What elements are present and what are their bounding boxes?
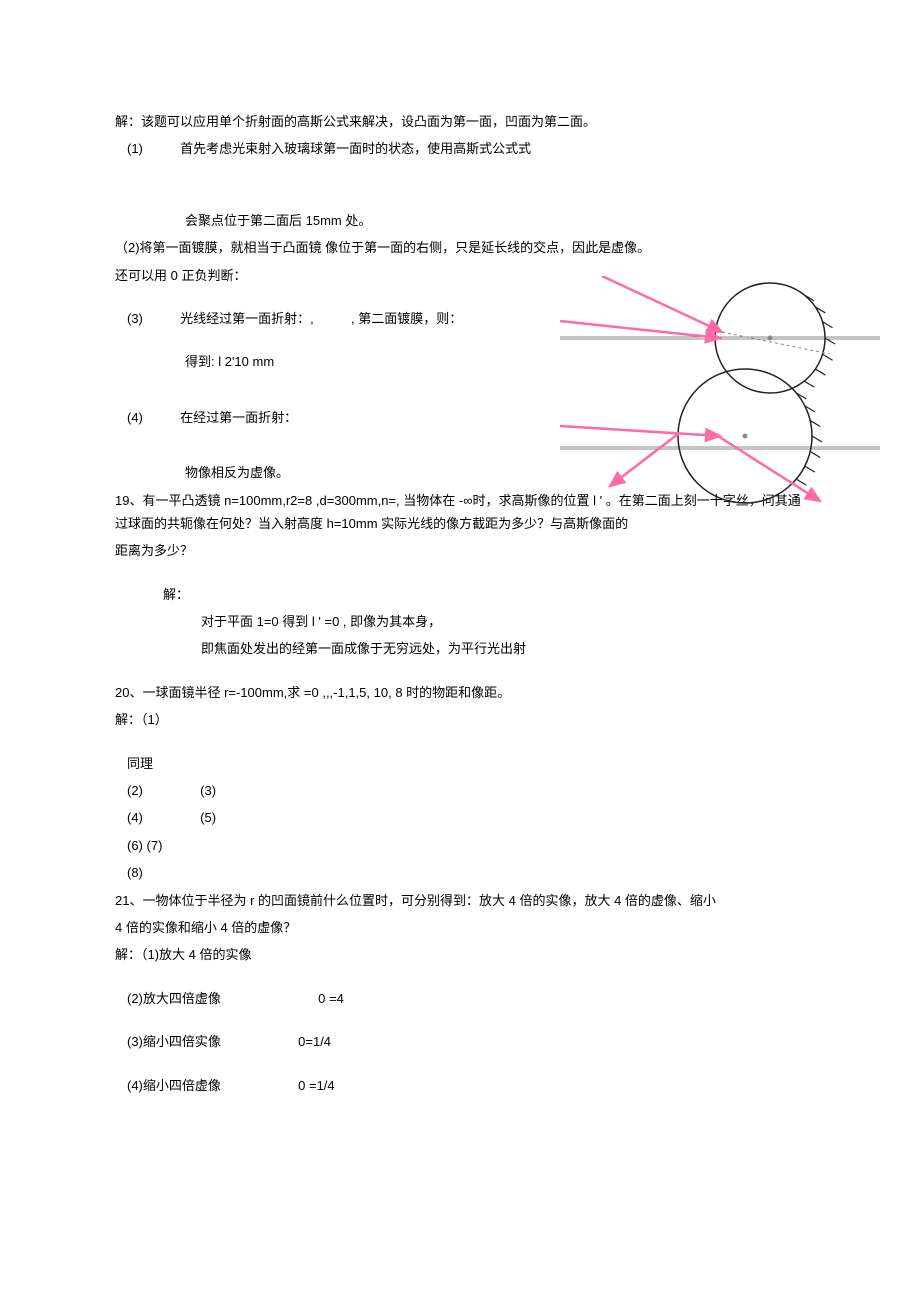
text: 0 =4 <box>318 991 344 1006</box>
text-line: （2)将第一面镀膜，就相当于凸面镜 像位于第一面的右侧，只是延长线的交点，因此是… <box>115 236 805 259</box>
text-line: 解：该题可以应用单个折射面的高斯公式来解决，设凸面为第一面，凹面为第二面。 <box>115 110 805 133</box>
text-line: (2)放大四倍虚像 0 =4 <box>115 987 805 1010</box>
question-20: 20、一球面镜半径 r=-100mm,求 =0 ,,,-1,1,5, 10, 8… <box>115 681 805 704</box>
text: 在经过第一面折射： <box>180 410 297 425</box>
text-line: 解： <box>115 583 805 606</box>
text-line: 解：（1） <box>115 708 805 731</box>
text-line: (3)缩小四倍实像 0=1/4 <box>115 1030 805 1053</box>
text-line: 即焦面处发出的经第一面成像于无穷远处，为平行光出射 <box>115 637 805 660</box>
marker: (4)缩小四倍虚像 <box>127 1078 221 1093</box>
text-line: (4) (5) <box>115 806 805 829</box>
marker: (2) <box>127 783 143 798</box>
marker: (6) <box>127 838 143 853</box>
text-line: (2) (3) <box>115 779 805 802</box>
text: 0=1/4 <box>298 1034 331 1049</box>
text-line: (8) <box>115 861 805 884</box>
marker: (2)放大四倍虚像 <box>127 991 221 1006</box>
text-line: 同理 <box>115 752 805 775</box>
text-line: 解：（1)放大 4 倍的实像 <box>115 943 805 966</box>
text: 光线经过第一面折射：, <box>180 311 314 326</box>
marker: (7) <box>147 838 163 853</box>
text-line: 4 倍的实像和缩小 4 倍的虚像？ <box>115 916 805 939</box>
marker: (3) <box>200 783 216 798</box>
text: , 第二面镀膜，则： <box>351 311 462 326</box>
marker: (4) <box>127 810 143 825</box>
text-line: (6) (7) <box>115 834 805 857</box>
text-line: 距离为多少？ <box>115 539 805 562</box>
optics-diagram <box>560 276 880 506</box>
text-line: (4)缩小四倍虚像 0 =1/4 <box>115 1074 805 1097</box>
marker: (5) <box>200 810 216 825</box>
marker: (3) <box>127 311 143 326</box>
text-line: (1) 首先考虑光束射入玻璃球第一面时的状态，使用高斯式公式式 <box>115 137 805 160</box>
marker: (1) <box>127 141 143 156</box>
question-21: 21、一物体位于半径为 r 的凹面镜前什么位置时，可分别得到：放大 4 倍的实像… <box>115 889 805 912</box>
text: 首先考虑光束射入玻璃球第一面时的状态，使用高斯式公式式 <box>180 141 531 156</box>
text: 0 =1/4 <box>298 1078 335 1093</box>
text-line: 对于平面 1=0 得到 l ' =0 , 即像为其本身， <box>115 610 805 633</box>
marker: (4) <box>127 410 143 425</box>
text-line: 会聚点位于第二面后 15mm 处。 <box>115 209 805 232</box>
text-line: (3) 光线经过第一面折射：, , 第二面镀膜，则： <box>115 307 535 330</box>
marker: (3)缩小四倍实像 <box>127 1034 221 1049</box>
